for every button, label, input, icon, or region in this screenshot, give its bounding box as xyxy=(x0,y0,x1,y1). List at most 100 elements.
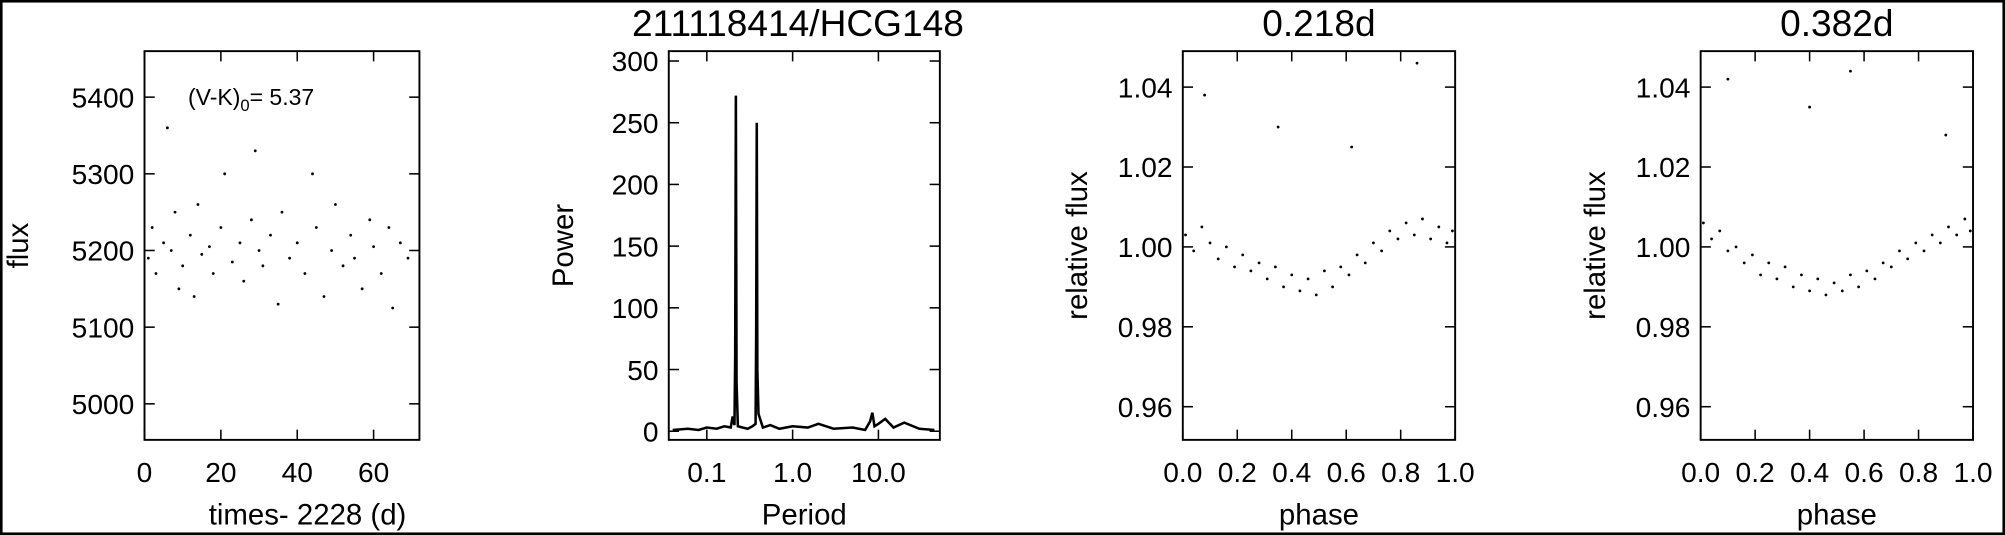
annotation-value: = 5.37 xyxy=(250,84,315,110)
x-tick-label: 0.8 xyxy=(1899,457,1938,488)
data-point xyxy=(181,264,185,268)
data-point xyxy=(1363,261,1367,265)
data-point xyxy=(391,306,395,310)
data-point xyxy=(1372,241,1375,245)
x-tick-label: 0 xyxy=(137,457,153,488)
data-point xyxy=(1701,221,1705,225)
data-point xyxy=(368,218,372,222)
data-point xyxy=(1968,229,1972,233)
data-point xyxy=(334,203,337,206)
data-point xyxy=(269,233,272,237)
x-axis-label: Period xyxy=(762,498,847,531)
x-axis-label: times- 2228 (d) xyxy=(209,498,407,531)
data-point xyxy=(162,241,166,245)
data-point xyxy=(1832,281,1836,285)
data-point xyxy=(261,264,265,268)
data-point xyxy=(1783,265,1787,269)
data-point xyxy=(1944,133,1948,137)
data-point xyxy=(250,218,253,222)
y-tick-label: 300 xyxy=(612,46,659,77)
data-point xyxy=(1306,277,1310,281)
data-point xyxy=(238,241,242,245)
data-point xyxy=(223,172,227,176)
data-point xyxy=(1759,273,1762,277)
data-point xyxy=(280,210,284,214)
y-tick-label: 50 xyxy=(627,355,658,386)
data-point xyxy=(211,272,215,275)
data-point xyxy=(1824,293,1828,297)
data-point xyxy=(257,249,261,252)
data-point xyxy=(1233,265,1236,269)
data-point xyxy=(1906,257,1910,261)
data-point xyxy=(311,172,314,176)
power-line xyxy=(672,95,935,432)
data-point xyxy=(1184,233,1187,237)
y-tick-label: 1.02 xyxy=(1118,152,1173,183)
y-tick-label: 0.98 xyxy=(1118,312,1173,343)
chart-title: 0.218d xyxy=(1262,2,1375,44)
x-tick-label: 60 xyxy=(358,457,389,488)
data-point xyxy=(219,226,223,229)
x-tick-label: 0.2 xyxy=(1218,457,1257,488)
data-point xyxy=(1849,69,1852,73)
y-tick-label: 100 xyxy=(612,293,659,324)
data-point xyxy=(1816,277,1820,281)
data-point xyxy=(1331,285,1334,289)
data-point xyxy=(1947,225,1950,229)
data-point xyxy=(1775,277,1779,281)
y-tick-label: 1.04 xyxy=(1636,72,1691,103)
data-point xyxy=(1898,249,1901,253)
data-point xyxy=(1742,261,1746,265)
data-point xyxy=(1718,229,1722,233)
data-point xyxy=(242,279,246,283)
data-point xyxy=(1938,241,1942,245)
data-point xyxy=(1380,249,1384,253)
data-point xyxy=(1323,269,1326,273)
y-tick-label: 150 xyxy=(612,231,659,262)
data-point xyxy=(177,287,181,291)
y-axis-label: relative flux xyxy=(1061,171,1094,320)
chart-title: 211118414/HCG148 xyxy=(632,2,964,44)
data-point xyxy=(1192,249,1196,253)
data-point xyxy=(1404,221,1408,225)
x-tick-label: 40 xyxy=(282,457,313,488)
data-point xyxy=(1751,253,1754,257)
data-point xyxy=(1849,273,1852,277)
data-point xyxy=(1347,273,1351,277)
data-point xyxy=(1734,245,1738,249)
x-tick-label: 0.8 xyxy=(1381,457,1420,488)
data-point xyxy=(1914,241,1918,245)
y-tick-label: 5400 xyxy=(72,82,135,113)
data-point xyxy=(154,272,158,275)
y-tick-label: 5300 xyxy=(72,159,135,190)
data-point xyxy=(230,260,234,264)
data-point xyxy=(1249,269,1253,273)
data-point xyxy=(1298,289,1302,293)
x-tick-label: 0.0 xyxy=(1163,457,1202,488)
plot-frame xyxy=(1181,50,1457,441)
data-point xyxy=(146,256,150,260)
data-point xyxy=(353,256,356,260)
data-point xyxy=(1865,269,1869,273)
data-point xyxy=(1726,77,1730,81)
y-axis-label: Power xyxy=(547,204,580,288)
data-point xyxy=(1350,145,1354,149)
data-point xyxy=(1257,261,1261,265)
data-point xyxy=(1445,241,1449,245)
data-point xyxy=(379,272,383,275)
data-point xyxy=(169,249,173,252)
data-point xyxy=(1224,245,1228,249)
data-point xyxy=(1241,253,1245,257)
data-point xyxy=(1808,289,1812,293)
y-tick-label: 0.96 xyxy=(1118,392,1173,423)
data-point xyxy=(1889,265,1893,269)
data-point xyxy=(253,149,257,153)
data-point xyxy=(1388,229,1392,233)
x-tick-label: 1.0 xyxy=(773,457,812,488)
data-point xyxy=(1873,277,1877,281)
x-tick-label: 1.0 xyxy=(1436,457,1475,488)
data-point xyxy=(1290,273,1294,277)
data-point xyxy=(1955,233,1959,237)
annotation-text: (V-K) xyxy=(188,84,240,110)
